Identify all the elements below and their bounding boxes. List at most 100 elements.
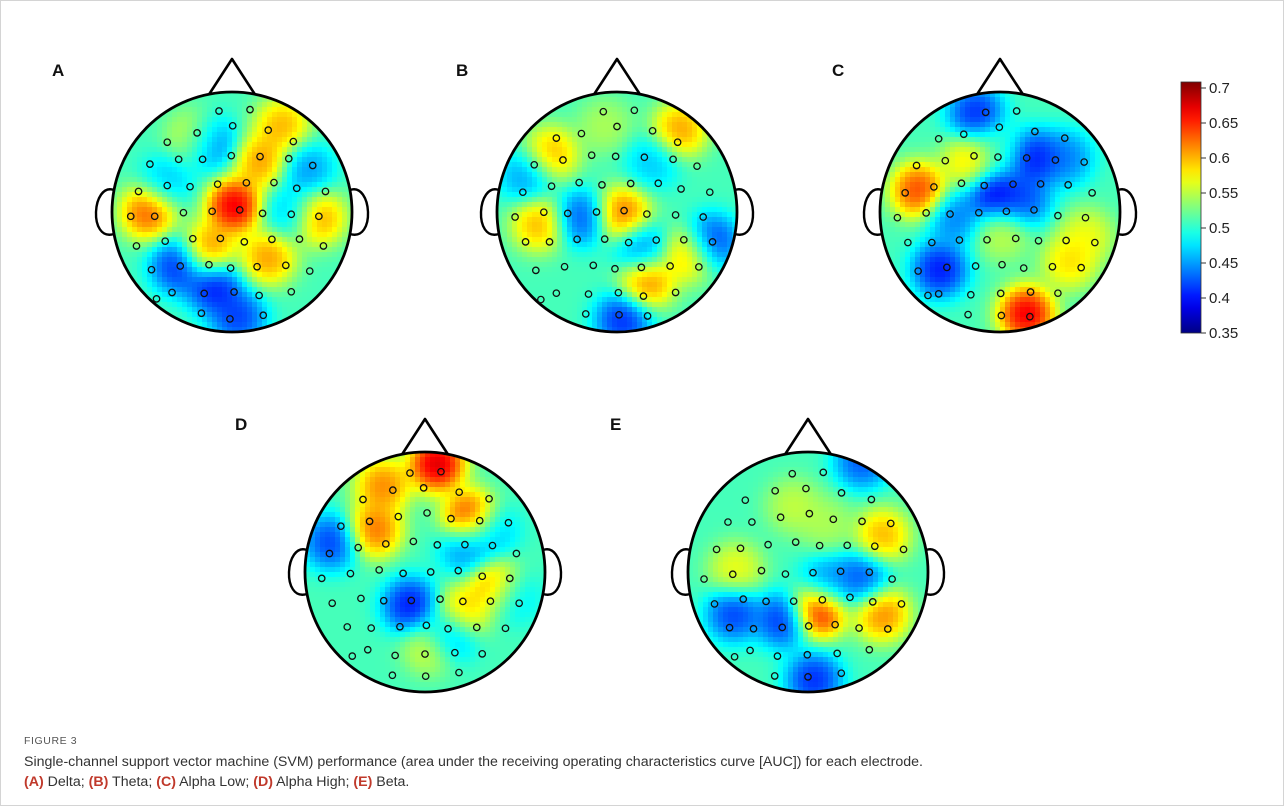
- heat-cell: [980, 92, 986, 98]
- heat-cell: [607, 217, 613, 223]
- heat-cell: [702, 142, 708, 148]
- heat-cell: [142, 142, 148, 148]
- heat-cell: [672, 112, 678, 118]
- heat-cell: [692, 152, 698, 158]
- heat-cell: [652, 207, 658, 213]
- heat-cell: [1115, 197, 1120, 203]
- heat-cell: [612, 262, 618, 268]
- heat-cell: [252, 317, 258, 323]
- heat-cell: [617, 327, 623, 332]
- electrode-marker: [315, 212, 323, 221]
- heat-cell: [652, 97, 658, 103]
- heat-cell: [900, 167, 906, 173]
- heat-cell: [157, 152, 163, 158]
- heat-cell: [1065, 212, 1071, 218]
- heat-cell: [332, 257, 338, 263]
- heat-cell: [1065, 182, 1071, 188]
- heat-cell: [657, 262, 663, 268]
- heat-cell: [1080, 177, 1086, 183]
- heat-cell: [267, 277, 273, 283]
- electrode-marker: [600, 235, 609, 243]
- heat-cell: [692, 147, 698, 153]
- heat-cell: [132, 152, 138, 158]
- heat-cell: [262, 147, 268, 153]
- heat-cell: [542, 267, 548, 273]
- heat-cell: [267, 172, 273, 178]
- heat-cell: [1060, 192, 1066, 198]
- heat-cell: [282, 157, 288, 163]
- heat-cell: [302, 177, 308, 183]
- heat-cell: [915, 192, 921, 198]
- heat-cell: [277, 112, 283, 118]
- heat-cell: [177, 182, 183, 188]
- heat-cell: [657, 282, 663, 288]
- heat-cell: [212, 112, 218, 118]
- heat-cell: [117, 242, 123, 248]
- heat-cell: [667, 137, 673, 143]
- heat-cell: [332, 172, 338, 178]
- heat-cell: [890, 197, 896, 203]
- heat-cell: [277, 117, 283, 123]
- heat-cell: [232, 317, 238, 323]
- heat-cell: [1070, 172, 1076, 178]
- heat-cell: [512, 177, 518, 183]
- heat-cell: [587, 152, 593, 158]
- heat-cell: [592, 167, 598, 173]
- heat-cell: [557, 232, 563, 238]
- electrode-marker: [168, 288, 176, 297]
- heat-cell: [282, 117, 288, 123]
- heat-cell: [692, 197, 698, 203]
- heat-cell: [900, 162, 906, 168]
- heat-cell: [632, 117, 638, 123]
- heat-cell: [222, 127, 228, 133]
- heat-cell: [192, 232, 198, 238]
- heat-cell: [1045, 127, 1051, 133]
- heat-cell: [1020, 202, 1026, 208]
- heat-cell: [692, 157, 698, 163]
- heat-cell: [697, 292, 703, 298]
- heat-cell: [187, 217, 193, 223]
- heat-cell: [282, 132, 288, 138]
- heat-cell: [222, 102, 228, 108]
- heat-cell: [1035, 172, 1041, 178]
- heat-cell: [622, 157, 628, 163]
- heat-cell: [197, 312, 203, 318]
- heat-cell: [502, 222, 508, 228]
- heat-cell: [1040, 122, 1046, 128]
- heat-cell: [572, 232, 578, 238]
- heat-cell: [217, 117, 223, 123]
- heat-cell: [582, 222, 588, 228]
- heat-cell: [697, 147, 703, 153]
- electrode-marker: [552, 289, 561, 298]
- electrode-marker: [699, 213, 708, 221]
- heat-cell: [542, 262, 548, 268]
- heat-cell: [137, 142, 143, 148]
- heat-cell: [607, 192, 613, 198]
- heat-cell: [1095, 132, 1101, 138]
- heat-cell: [607, 167, 613, 173]
- heat-cell: [1010, 162, 1016, 168]
- heat-cell: [532, 227, 538, 233]
- heat-cell: [732, 207, 737, 213]
- heat-cell: [547, 182, 553, 188]
- heat-cell: [337, 162, 343, 168]
- heat-cell: [222, 212, 228, 218]
- heat-cell: [980, 177, 986, 183]
- heat-cell: [682, 167, 688, 173]
- heat-cell: [327, 132, 333, 138]
- heat-cell: [925, 117, 931, 123]
- heat-cell: [602, 257, 608, 263]
- heat-cell: [1010, 152, 1016, 158]
- heat-cell: [282, 282, 288, 288]
- head-ear-right-c: [1117, 188, 1138, 236]
- heat-cell: [542, 207, 548, 213]
- heat-cell: [207, 317, 213, 323]
- heat-cell: [517, 202, 523, 208]
- heat-cell: [1080, 167, 1086, 173]
- heat-cell: [332, 157, 338, 163]
- heat-cell: [980, 192, 986, 198]
- heat-cell: [122, 192, 128, 198]
- heat-cell: [1065, 207, 1071, 213]
- heat-cell: [162, 297, 168, 303]
- heat-cell: [177, 137, 183, 143]
